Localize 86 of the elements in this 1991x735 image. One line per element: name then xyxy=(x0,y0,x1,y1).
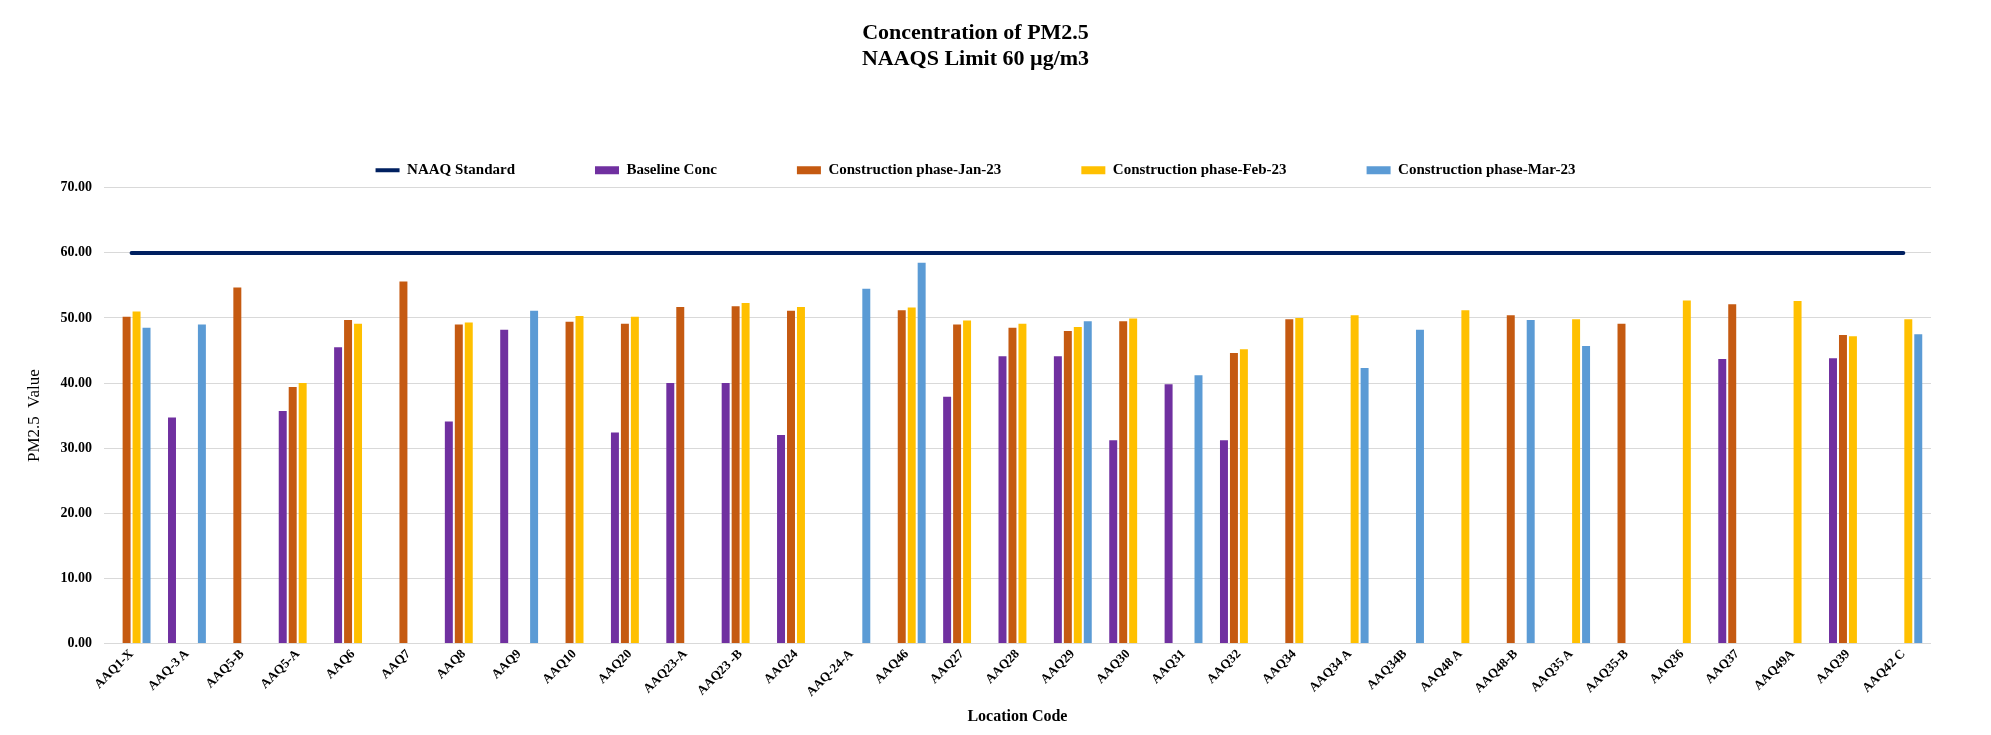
bar xyxy=(1008,327,1017,643)
bar xyxy=(530,310,539,643)
bar xyxy=(278,411,287,643)
bar xyxy=(610,432,619,643)
bar xyxy=(334,347,343,643)
legend-label: Construction phase-Feb-23 xyxy=(1112,161,1287,178)
bar xyxy=(233,287,242,643)
bar xyxy=(1582,345,1591,643)
bar xyxy=(777,435,786,643)
bar xyxy=(565,321,574,643)
bar xyxy=(1718,358,1727,643)
bar xyxy=(1415,329,1424,643)
bar xyxy=(1053,356,1062,643)
bar xyxy=(444,421,453,643)
bar xyxy=(1073,327,1082,643)
bar xyxy=(953,324,962,643)
bar xyxy=(298,383,307,643)
legend-label: Construction phase-Mar-23 xyxy=(1398,161,1576,178)
bar xyxy=(1461,310,1470,643)
bar xyxy=(1526,319,1535,643)
bar xyxy=(741,303,750,643)
bar xyxy=(620,323,629,643)
bar xyxy=(1109,440,1118,643)
chart-title: Concentration of PM2.5 xyxy=(862,18,1089,44)
bar xyxy=(1350,315,1359,643)
bar xyxy=(666,383,675,643)
bar xyxy=(1506,315,1515,643)
legend-label: NAAQ Standard xyxy=(407,161,516,178)
bar xyxy=(1219,440,1228,643)
bar xyxy=(1904,319,1913,643)
bar xyxy=(399,281,408,643)
bar xyxy=(122,316,131,643)
bar xyxy=(1063,330,1072,643)
bar xyxy=(787,310,795,643)
y-tick-label: 10.00 xyxy=(60,569,92,585)
legend-label: Baseline Conc xyxy=(626,161,718,178)
bar xyxy=(1083,321,1092,643)
bar xyxy=(1229,353,1238,643)
bar xyxy=(897,310,906,643)
bar xyxy=(1164,384,1173,643)
bar xyxy=(1682,300,1691,643)
bar xyxy=(288,386,297,643)
y-tick-label: 60.00 xyxy=(60,244,92,260)
bar xyxy=(1018,323,1027,643)
y-tick-label: 50.00 xyxy=(60,309,92,325)
bar xyxy=(142,327,151,643)
bar xyxy=(354,323,363,643)
bar xyxy=(796,306,805,643)
bar xyxy=(676,306,685,643)
legend-label: Construction phase-Jan-23 xyxy=(828,161,1002,178)
y-tick-label: 70.00 xyxy=(60,179,92,195)
bar xyxy=(132,311,141,643)
chart-subtitle: NAAQS Limit 60 µg/m3 xyxy=(861,45,1090,71)
bar xyxy=(943,396,952,643)
bar xyxy=(731,306,740,643)
bar xyxy=(1914,334,1923,643)
bar xyxy=(1119,321,1128,643)
bar xyxy=(1838,334,1847,643)
bar xyxy=(344,319,353,643)
bar xyxy=(1848,336,1857,643)
bar xyxy=(1829,358,1837,643)
bar xyxy=(721,383,730,643)
bar xyxy=(1295,317,1304,643)
bar xyxy=(1793,301,1802,643)
bar xyxy=(500,329,509,643)
bar xyxy=(454,324,463,643)
bar xyxy=(1728,304,1737,643)
bar xyxy=(862,288,871,643)
y-tick-label: 30.00 xyxy=(60,439,92,455)
bar xyxy=(464,322,473,643)
bar xyxy=(1360,368,1369,643)
bar xyxy=(168,417,176,643)
bar xyxy=(1572,319,1581,643)
x-axis-title: Location Code xyxy=(967,706,1068,724)
y-tick-label: 0.00 xyxy=(67,635,92,650)
y-axis-title: PM2.5 Value xyxy=(23,369,43,462)
y-tick-label: 20.00 xyxy=(60,504,92,520)
bar xyxy=(197,324,206,643)
bar xyxy=(1239,349,1248,643)
bar xyxy=(963,320,972,643)
bar xyxy=(917,262,926,643)
bar xyxy=(1129,318,1138,643)
bar xyxy=(1285,319,1294,643)
bar xyxy=(907,307,916,643)
bar xyxy=(630,316,639,643)
y-tick-label: 40.00 xyxy=(60,374,92,390)
